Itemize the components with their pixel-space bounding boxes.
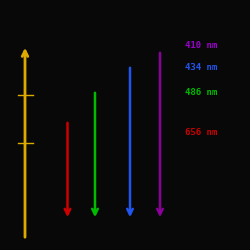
- Text: 486 nm: 486 nm: [185, 88, 217, 97]
- Text: 434 nm: 434 nm: [185, 63, 217, 72]
- Text: 656 nm: 656 nm: [185, 128, 217, 137]
- Text: 410 nm: 410 nm: [185, 40, 217, 50]
